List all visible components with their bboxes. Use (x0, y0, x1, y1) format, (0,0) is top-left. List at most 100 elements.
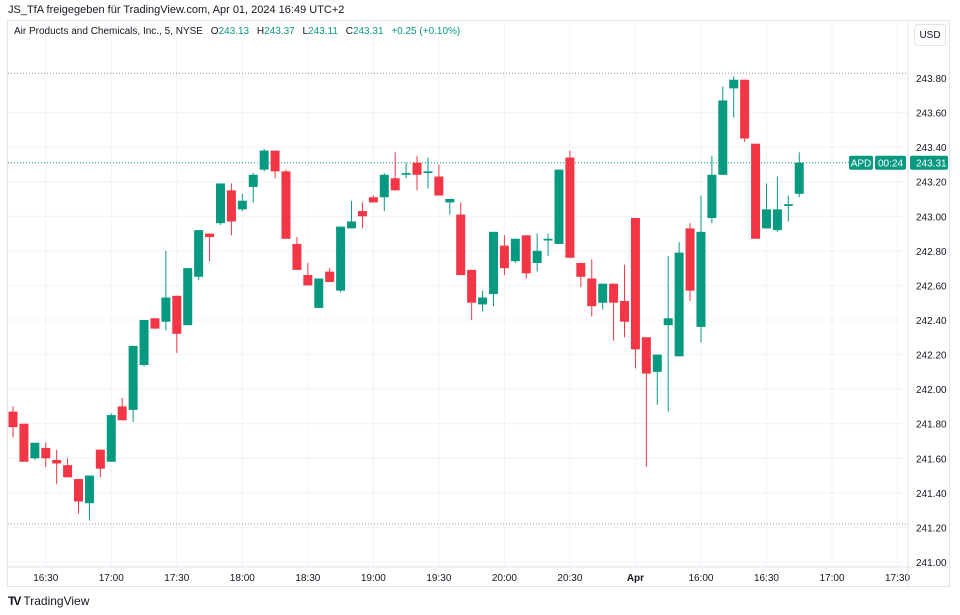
candle-down (434, 176, 444, 196)
y-tick-label: 241.60 (916, 454, 947, 465)
candle-up (139, 320, 149, 365)
candle-up (84, 475, 94, 504)
candle-down (587, 278, 597, 307)
x-tick-label: 16:30 (754, 573, 779, 584)
candle-up (707, 174, 717, 219)
symbol-title[interactable]: Air Products and Chemicals, Inc., 5, NYS… (14, 26, 203, 37)
candle-down (74, 479, 84, 502)
candle-up (401, 173, 411, 175)
x-tick-label: 17:00 (99, 573, 124, 584)
candle-down (205, 233, 215, 238)
candle-down (8, 411, 18, 428)
candle-down (521, 235, 531, 274)
y-tick-label: 242.00 (916, 385, 947, 396)
tradingview-logo-icon: TV (8, 594, 21, 608)
candle-down (292, 243, 302, 270)
candle-up (652, 354, 662, 372)
candle-down (456, 214, 466, 276)
y-tick-label: 241.80 (916, 420, 947, 431)
y-tick-label: 243.00 (916, 212, 947, 223)
y-tick-label: 241.40 (916, 489, 947, 500)
candle-down (576, 262, 586, 277)
y-tick-label: 243.80 (916, 74, 947, 85)
share-header: JS_TfA freigegeben für TradingView.com, … (8, 4, 345, 16)
candle-up (194, 230, 204, 277)
candle-up (729, 79, 739, 89)
x-tick-label: 20:30 (557, 573, 582, 584)
x-tick-label: 18:30 (295, 573, 320, 584)
candle-down (63, 465, 73, 478)
candle-up (259, 150, 269, 170)
candle-down (226, 190, 236, 222)
y-tick-label: 243.60 (916, 109, 947, 120)
candle-down (270, 150, 280, 172)
x-tick-label: 18:00 (230, 573, 255, 584)
candle-down (641, 337, 651, 374)
ticker-tag (849, 155, 873, 170)
last-price-tag (910, 155, 948, 170)
candle-up (237, 200, 247, 210)
x-tick-label: Apr (627, 573, 644, 584)
candle-up (554, 169, 564, 244)
candle-down (390, 178, 400, 191)
candle-up (128, 345, 138, 410)
candle-up (783, 204, 793, 206)
currency-button[interactable]: USD (914, 24, 946, 46)
x-tick-label: 19:00 (361, 573, 386, 584)
candle-up (510, 238, 520, 262)
candle-up (674, 252, 684, 357)
candle-down (467, 269, 477, 303)
candle-up (761, 209, 771, 229)
candle-up (772, 209, 782, 231)
candle-up (161, 297, 171, 322)
candle-down (630, 218, 640, 350)
candle-down (499, 245, 509, 269)
candle-up (598, 283, 608, 303)
x-tick-label: 16:30 (33, 573, 58, 584)
candle-up (696, 231, 706, 327)
last-price-label: 243.31 (916, 159, 947, 170)
candle-up (718, 100, 728, 175)
close-label: C (345, 26, 353, 37)
candle-down (41, 447, 51, 459)
candle-up (663, 318, 673, 326)
candle-down (751, 143, 761, 239)
candle-down (117, 406, 127, 421)
candle-down (412, 162, 422, 175)
bar-countdown-label: 00:24 (878, 159, 903, 170)
x-tick-label: 17:00 (819, 573, 844, 584)
y-tick-label: 243.20 (916, 178, 947, 189)
close-value: 243.31 (352, 26, 384, 37)
candle-up (248, 174, 258, 187)
x-tick-label: 17:30 (885, 573, 910, 584)
candle-down (150, 318, 160, 329)
open-label: O (210, 26, 219, 37)
candle-up (488, 231, 498, 295)
candle-up (106, 415, 116, 462)
open-value: 243.13 (218, 26, 250, 37)
candle-up (478, 297, 488, 305)
candle-up (423, 171, 433, 174)
change-value: +0.25 (+0.10%) (391, 26, 461, 37)
y-tick-label: 242.40 (916, 316, 947, 327)
candle-down (95, 449, 105, 469)
x-tick-label: 20:00 (492, 573, 517, 584)
high-value: 243.37 (264, 26, 295, 37)
x-tick-label: 19:30 (426, 573, 451, 584)
tradingview-logo[interactable]: TV TradingView (8, 594, 89, 608)
low-label: L (302, 26, 309, 37)
candle-down (172, 295, 182, 334)
symbol-legend: Air Products and Chemicals, Inc., 5, NYS… (14, 26, 460, 37)
candle-down (357, 211, 367, 217)
candle-up (336, 226, 346, 291)
y-tick-label: 243.40 (916, 143, 947, 154)
candle-down (52, 460, 62, 464)
ticker-tag-label: APD (851, 159, 872, 170)
y-tick-label: 241.20 (916, 523, 947, 534)
candle-down (368, 197, 378, 203)
candle-up (347, 221, 357, 229)
x-tick-label: 17:30 (164, 573, 189, 584)
high-label: H (256, 26, 265, 37)
candle-up (30, 442, 40, 459)
